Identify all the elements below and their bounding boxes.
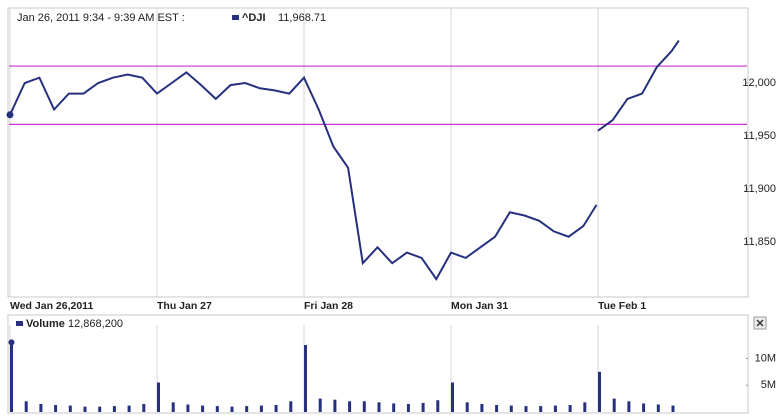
- volume-bar: [451, 382, 454, 412]
- close-button[interactable]: [753, 316, 767, 330]
- volume-bar: [392, 403, 396, 412]
- x-tick-label: Fri Jan 28: [304, 300, 353, 312]
- volume-bar: [568, 405, 572, 412]
- volume-bar: [671, 405, 675, 412]
- volume-bar: [54, 405, 58, 412]
- y-tick-label: 12,000: [742, 77, 776, 89]
- volume-bar: [112, 406, 116, 412]
- legend-name: ^DJI: [242, 12, 266, 24]
- y-tick-label: 11,900: [743, 183, 776, 195]
- volume-bar: [171, 402, 175, 412]
- volume-bar: [598, 371, 601, 412]
- volume-bar: [377, 402, 381, 412]
- volume-bar: [436, 400, 440, 412]
- volume-bar: [259, 405, 263, 412]
- x-tick-label: Wed Jan 26,2011: [10, 300, 93, 312]
- volume-bar: [186, 404, 190, 412]
- volume-bar: [10, 342, 13, 412]
- close-icon[interactable]: [756, 319, 764, 327]
- x-tick-label: Mon Jan 31: [451, 300, 508, 312]
- y-tick-label: 5M: [761, 379, 776, 391]
- volume-bar: [509, 405, 513, 412]
- volume-bar: [39, 403, 43, 412]
- x-tick-label: Tue Feb 1: [598, 300, 646, 312]
- legend-value: 12,868,200: [68, 318, 123, 330]
- x-tick-label: Thu Jan 27: [157, 300, 212, 312]
- volume-bar: [318, 398, 322, 412]
- volume-bar: [98, 406, 102, 412]
- volume-bar: [245, 406, 249, 412]
- legend-swatch: [16, 321, 23, 326]
- volume-bar: [215, 406, 219, 412]
- current-point: [6, 111, 14, 119]
- y-tick-label: 11,850: [743, 236, 776, 248]
- volume-bar: [362, 401, 366, 412]
- volume-frame: [7, 314, 749, 414]
- current-point: [8, 339, 15, 346]
- volume-bar: [230, 406, 234, 412]
- volume-bar: [304, 345, 307, 412]
- volume-bar: [495, 405, 499, 412]
- volume-bar: [465, 402, 469, 412]
- volume-bar: [612, 398, 616, 412]
- y-tick-label: 11,950: [743, 130, 776, 142]
- volume-bar: [289, 401, 293, 412]
- volume-bar: [421, 402, 425, 412]
- volume-bar: [157, 382, 160, 412]
- legend-name: Volume: [26, 318, 65, 330]
- volume-bar: [274, 405, 278, 412]
- volume-bar: [201, 405, 205, 412]
- legend-value: 11,968.71: [278, 12, 326, 24]
- volume-bar: [524, 406, 528, 412]
- date-range: Jan 26, 2011 9:34 - 9:39 AM EST :: [17, 12, 185, 24]
- volume-bar: [406, 403, 410, 412]
- price-line: [9, 40, 680, 281]
- price-frame: [7, 7, 749, 298]
- y-tick-label: 10M: [755, 352, 776, 364]
- volume-bar: [83, 406, 87, 412]
- volume-bar: [68, 405, 72, 412]
- volume-bar: [553, 405, 557, 412]
- volume-bar: [539, 406, 543, 412]
- volume-bar: [642, 403, 646, 412]
- volume-bar: [333, 399, 337, 412]
- volume-bar: [583, 402, 587, 412]
- volume-bar: [627, 401, 631, 412]
- volume-bar: [127, 405, 131, 412]
- legend-swatch: [232, 15, 239, 20]
- volume-bar: [24, 401, 28, 412]
- volume-bar: [142, 403, 146, 412]
- volume-bar: [348, 401, 352, 412]
- volume-bar: [656, 404, 660, 412]
- volume-bar: [480, 403, 484, 412]
